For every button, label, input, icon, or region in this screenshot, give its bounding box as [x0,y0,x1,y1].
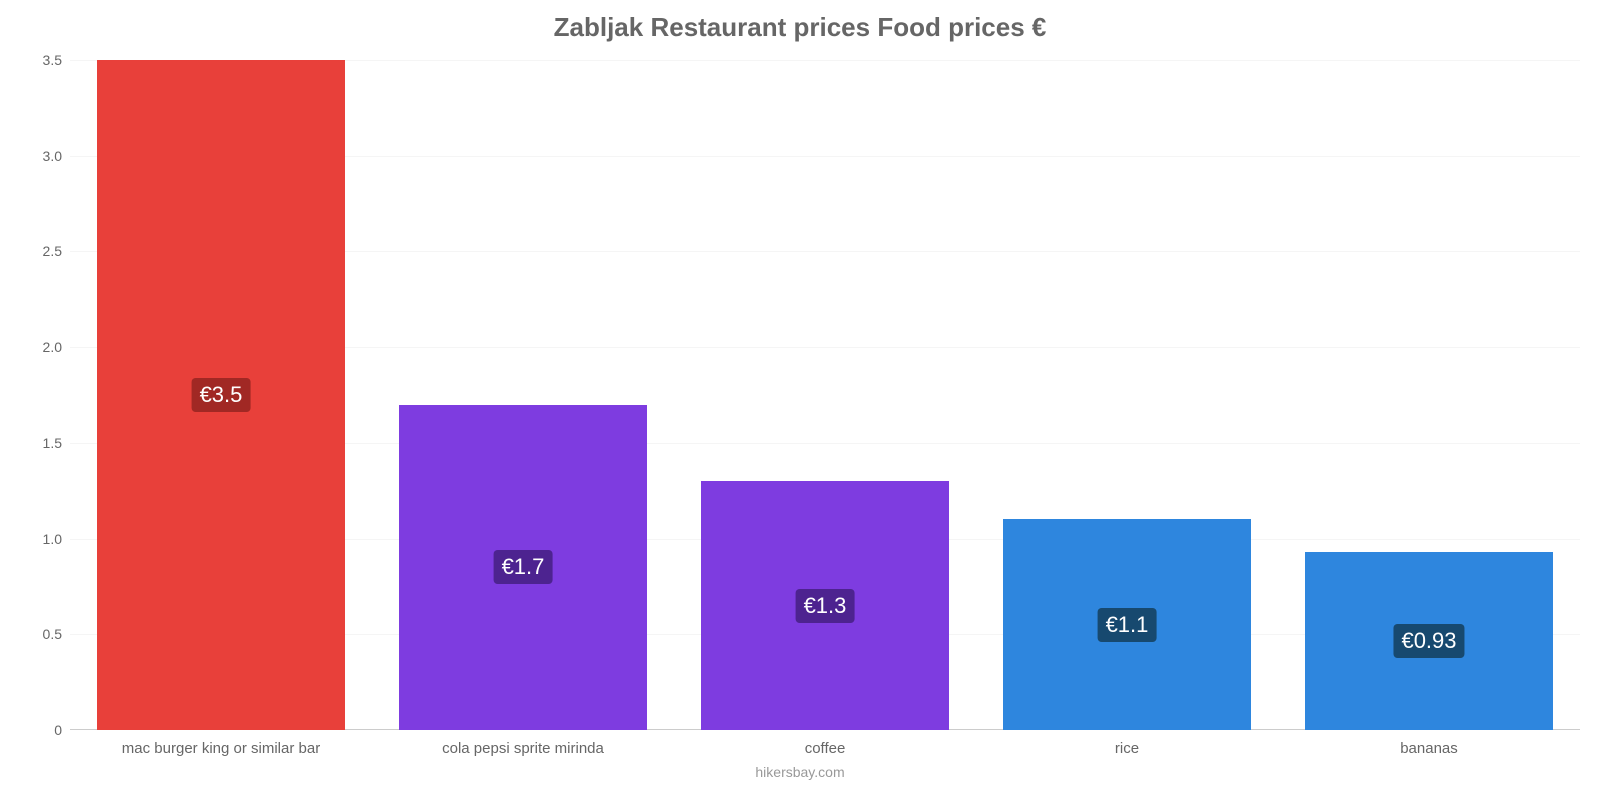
plot-area: 00.51.01.52.02.53.03.5€3.5mac burger kin… [70,60,1580,730]
chart-container: Zabljak Restaurant prices Food prices € … [0,0,1600,800]
bar: €0.93 [1305,552,1553,730]
xtick-label: rice [1115,730,1139,757]
bar: €1.3 [701,481,949,730]
xtick-label: coffee [805,730,846,757]
ytick-label: 0.5 [43,626,70,642]
bar-value-label: €1.7 [494,550,553,584]
bar: €3.5 [97,60,345,730]
bar-value-label: €0.93 [1393,624,1464,658]
xtick-label: bananas [1400,730,1458,757]
ytick-label: 2.5 [43,243,70,259]
ytick-label: 3.5 [43,52,70,68]
bar-value-label: €3.5 [192,378,251,412]
chart-caption: hikersbay.com [0,764,1600,780]
bar: €1.7 [399,405,647,730]
xtick-label: cola pepsi sprite mirinda [442,730,604,757]
ytick-label: 1.5 [43,435,70,451]
chart-title: Zabljak Restaurant prices Food prices € [0,12,1600,43]
ytick-label: 0 [54,722,70,738]
bar-value-label: €1.1 [1098,608,1157,642]
ytick-label: 1.0 [43,531,70,547]
ytick-label: 3.0 [43,148,70,164]
bar: €1.1 [1003,519,1251,730]
xtick-label: mac burger king or similar bar [122,730,320,757]
ytick-label: 2.0 [43,339,70,355]
bar-value-label: €1.3 [796,589,855,623]
